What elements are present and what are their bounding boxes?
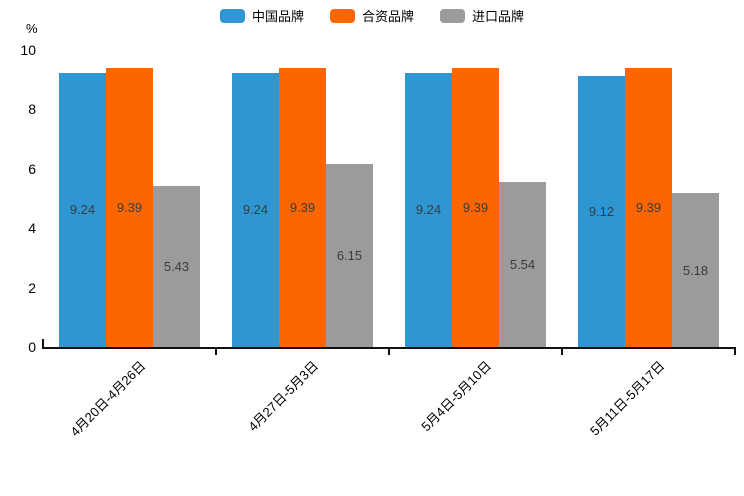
x-axis-tick xyxy=(215,349,217,355)
x-axis-category-label: 4月20日-4月26日 xyxy=(67,358,149,440)
bar xyxy=(499,182,546,347)
x-axis-category-label: 5月11日-5月17日 xyxy=(586,358,668,439)
bar xyxy=(153,185,200,347)
bar xyxy=(106,68,153,347)
bar xyxy=(452,68,499,347)
bar xyxy=(232,72,279,347)
bar xyxy=(405,72,452,347)
legend-label: 合资品牌 xyxy=(361,9,414,24)
legend-item-2[interactable]: 进口品牌 xyxy=(440,6,524,25)
y-axis-tick-label: 10 xyxy=(20,42,36,58)
legend-label: 进口品牌 xyxy=(472,9,525,24)
legend-swatch-icon xyxy=(329,8,355,23)
y-axis-tick-label: 4 xyxy=(28,220,36,237)
chart-legend: 中国品牌 合资品牌 进口品牌 xyxy=(0,6,744,25)
legend-label: 中国品牌 xyxy=(251,9,304,24)
bar xyxy=(672,193,719,347)
y-axis-tick-label: 8 xyxy=(28,101,36,118)
legend-item-1[interactable]: 合资品牌 xyxy=(329,6,414,25)
bar xyxy=(279,68,326,347)
x-axis-category-label: 5月4日-5月10日 xyxy=(418,358,495,435)
bar xyxy=(625,68,672,347)
y-axis-tick-label: 2 xyxy=(28,279,36,296)
legend-swatch-icon xyxy=(440,8,465,23)
x-axis-line xyxy=(42,347,736,349)
x-axis-category-label: 4月27日-5月3日 xyxy=(245,358,322,435)
x-axis-tick xyxy=(388,349,390,355)
bar xyxy=(578,76,625,347)
x-axis-tick xyxy=(561,349,563,355)
y-axis-unit-label: % xyxy=(26,21,38,36)
x-axis-tick xyxy=(734,349,736,355)
y-axis-tick-label: 6 xyxy=(28,160,36,177)
y-axis-tick-label: 0 xyxy=(28,339,36,355)
legend-item-0[interactable]: 中国品牌 xyxy=(219,6,304,25)
bar xyxy=(326,164,373,347)
y-axis-zero-stub xyxy=(42,339,44,347)
legend-swatch-icon xyxy=(219,8,245,23)
bar xyxy=(59,72,106,347)
